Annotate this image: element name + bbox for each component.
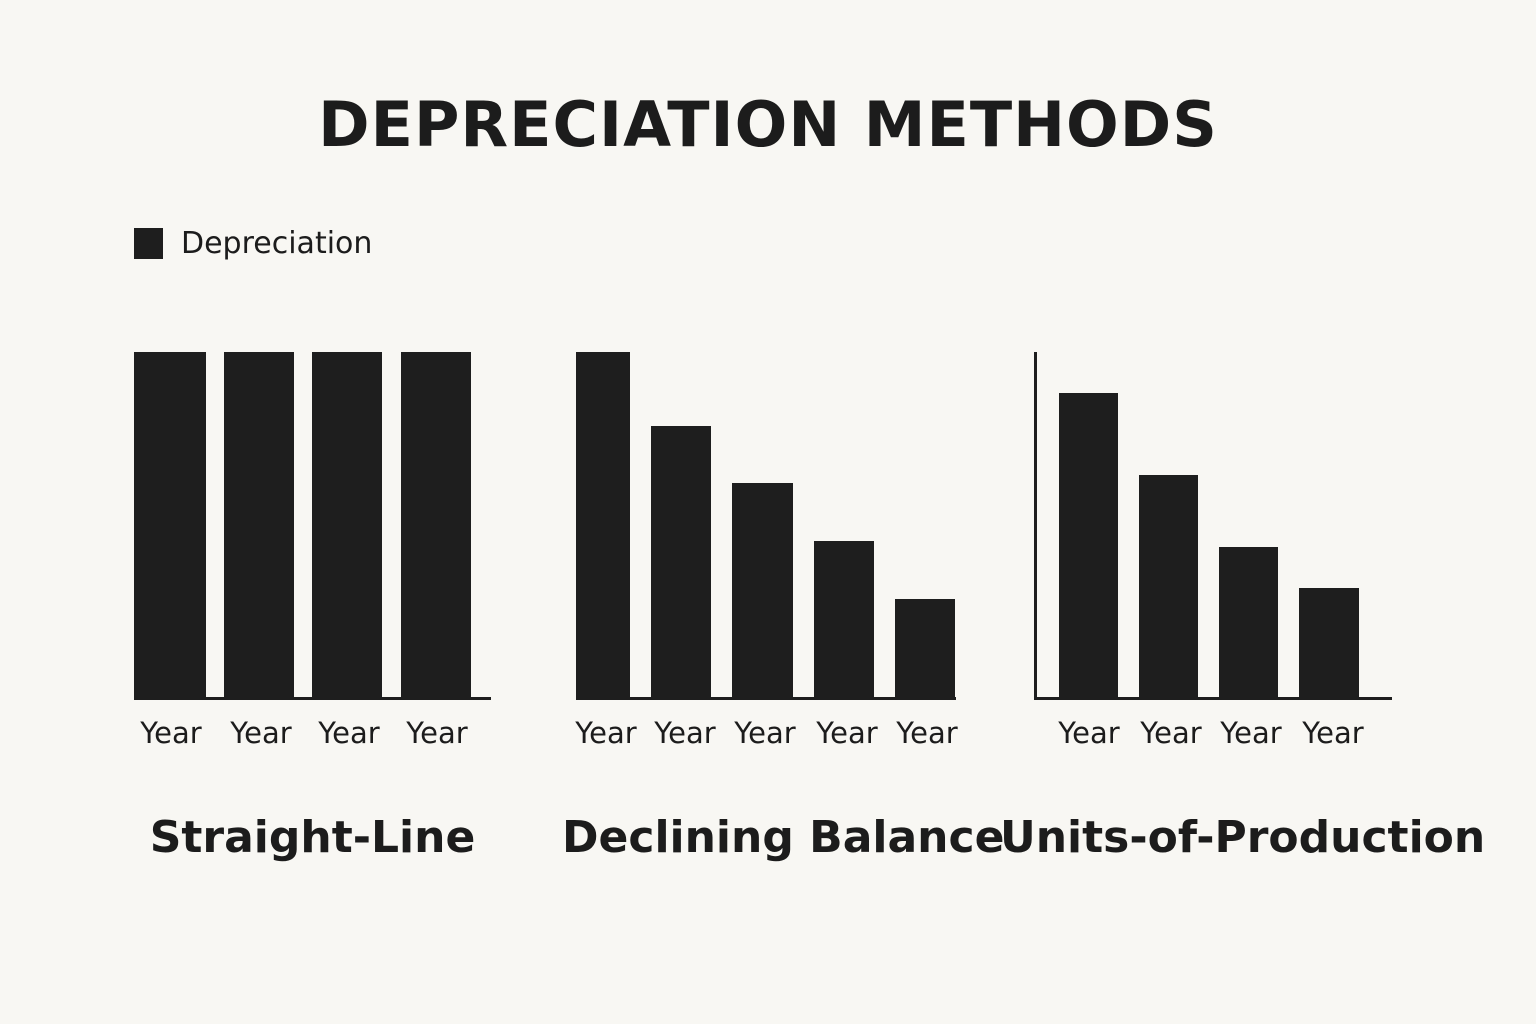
legend-label: Depreciation	[181, 226, 373, 261]
tick-label: Year	[816, 716, 878, 750]
tick-label: Year	[230, 716, 292, 750]
chart-title-declining-balance: Declining Balance	[562, 812, 1005, 863]
page-title: DEPRECIATION METHODS	[318, 88, 1218, 161]
tick-label: Year	[654, 716, 716, 750]
bar	[401, 352, 471, 697]
chart-units-of-production	[1034, 352, 1392, 700]
bar	[1059, 393, 1118, 697]
tick-label: Year	[1220, 716, 1282, 750]
tick-label: Year	[1140, 716, 1202, 750]
bar	[651, 426, 711, 697]
tick-label: Year	[734, 716, 796, 750]
tick-label: Year	[318, 716, 380, 750]
tick-label: Year	[140, 716, 202, 750]
bar	[224, 352, 294, 697]
chart-title-units-of-production: Units-of-Production	[1000, 812, 1486, 863]
y-axis-line	[1034, 352, 1037, 700]
chart-declining-balance	[576, 352, 956, 700]
bar	[732, 483, 793, 697]
x-axis-line	[134, 697, 491, 700]
x-axis-line	[576, 697, 956, 700]
bar	[814, 541, 874, 697]
bar	[576, 352, 630, 697]
bar	[312, 352, 382, 697]
bar	[134, 352, 206, 697]
bar	[1219, 547, 1278, 697]
legend-swatch-icon	[134, 228, 163, 259]
tick-label: Year	[1058, 716, 1120, 750]
bar	[895, 599, 955, 697]
bar	[1299, 588, 1359, 697]
x-axis-line	[1034, 697, 1392, 700]
chart-straight-line	[134, 352, 491, 700]
tick-label: Year	[406, 716, 468, 750]
tick-label: Year	[575, 716, 637, 750]
tick-label: Year	[1302, 716, 1364, 750]
chart-title-straight-line: Straight-Line	[149, 812, 476, 863]
legend: Depreciation	[134, 226, 372, 261]
bar	[1139, 475, 1198, 697]
tick-label: Year	[896, 716, 958, 750]
